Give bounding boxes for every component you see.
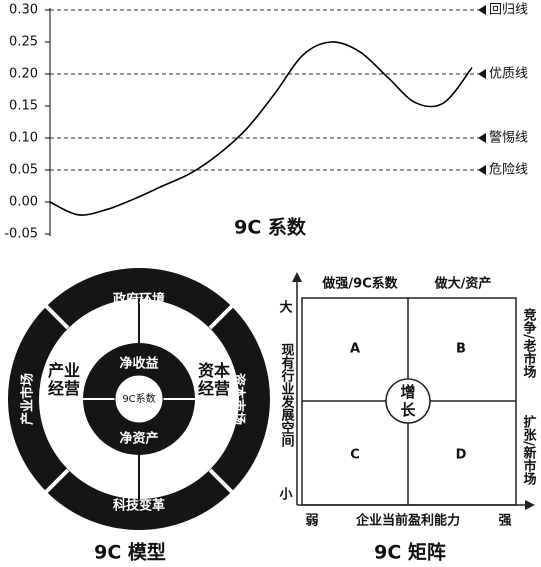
right-label: 扩张/新市场 (521, 415, 537, 487)
outer-label: 科技变革 (113, 498, 165, 514)
y-high: 大 (279, 300, 292, 316)
reference-label: 警惕线 (489, 130, 528, 146)
outer-label: 资本市场 (231, 373, 247, 425)
reference-marker (478, 133, 486, 143)
matrix-title: 9C 矩阵 (374, 541, 446, 564)
inner-label: 净收益 (119, 356, 158, 372)
x-low: 弱 (305, 513, 318, 529)
arrow-head (525, 500, 535, 510)
center-label: 9C系数 (122, 392, 155, 405)
chart-title: 9C 系数 (234, 216, 307, 239)
center-circle (114, 374, 164, 424)
arrow-head (292, 272, 302, 282)
x-high: 强 (498, 514, 511, 529)
cell-label: A (350, 342, 360, 357)
reference-marker (478, 69, 486, 79)
center-label: 增长 (400, 383, 416, 419)
y-tick-label: 0.20 (9, 67, 38, 82)
line-chart: 9C 系数 0.30 0.25 0.20 0.15 0.10 0.05 0.00 -0.05 回… (4, 3, 528, 242)
y-label: 现有行业发展空间 (279, 343, 296, 448)
reference-marker (478, 5, 486, 15)
outer-label: 产业市场 (20, 373, 36, 425)
cell-label: C (350, 448, 360, 463)
data-line (49, 41, 473, 216)
outer-label: 政府环境 (113, 292, 165, 308)
top-label: 做大/资产 (434, 276, 492, 292)
y-tick-label: 0.25 (9, 35, 38, 50)
y-tick-label: 0.00 (9, 195, 38, 210)
top-label: 做强/9C系数 (321, 276, 398, 292)
y-low: 小 (279, 488, 292, 503)
y-tick-label: -0.05 (4, 227, 38, 242)
model: 政府环境 资本市场 科技变革 产业市场 产业经营 资本经营 净收益 净资产 9C… (8, 268, 270, 564)
inner-label: 净资产 (119, 431, 158, 447)
cell-label: D (456, 448, 467, 463)
y-tick-label: 0.15 (9, 99, 38, 114)
y-tick-label: 0.30 (9, 3, 38, 18)
middle-label: 资本经营 (197, 362, 230, 398)
model-title: 9C 模型 (94, 541, 166, 564)
y-tick-label: 0.10 (9, 131, 38, 146)
x-label: 企业当前盈利能力 (355, 513, 460, 529)
center-label-text: 增长 (400, 383, 416, 419)
center-circle (385, 378, 431, 424)
reference-label: 危险线 (489, 163, 528, 178)
reference-label: 优质线 (489, 67, 528, 82)
middle-label-text: 资本经营 (197, 362, 230, 398)
right-label: 竞争/老市场 (521, 308, 538, 380)
reference-label: 回归线 (489, 3, 528, 18)
y-tick-label: 0.05 (9, 163, 38, 178)
cell-label: B (456, 342, 466, 357)
middle-label: 产业经营 (47, 362, 80, 398)
outer-dividers (44, 304, 234, 494)
middle-label-text: 产业经营 (47, 362, 80, 398)
reference-marker (478, 165, 486, 175)
matrix: 增长 做强/9C系数 做大/资产 大 小 现有行业发展空间 弱 企业当前盈利能力… (279, 272, 538, 564)
